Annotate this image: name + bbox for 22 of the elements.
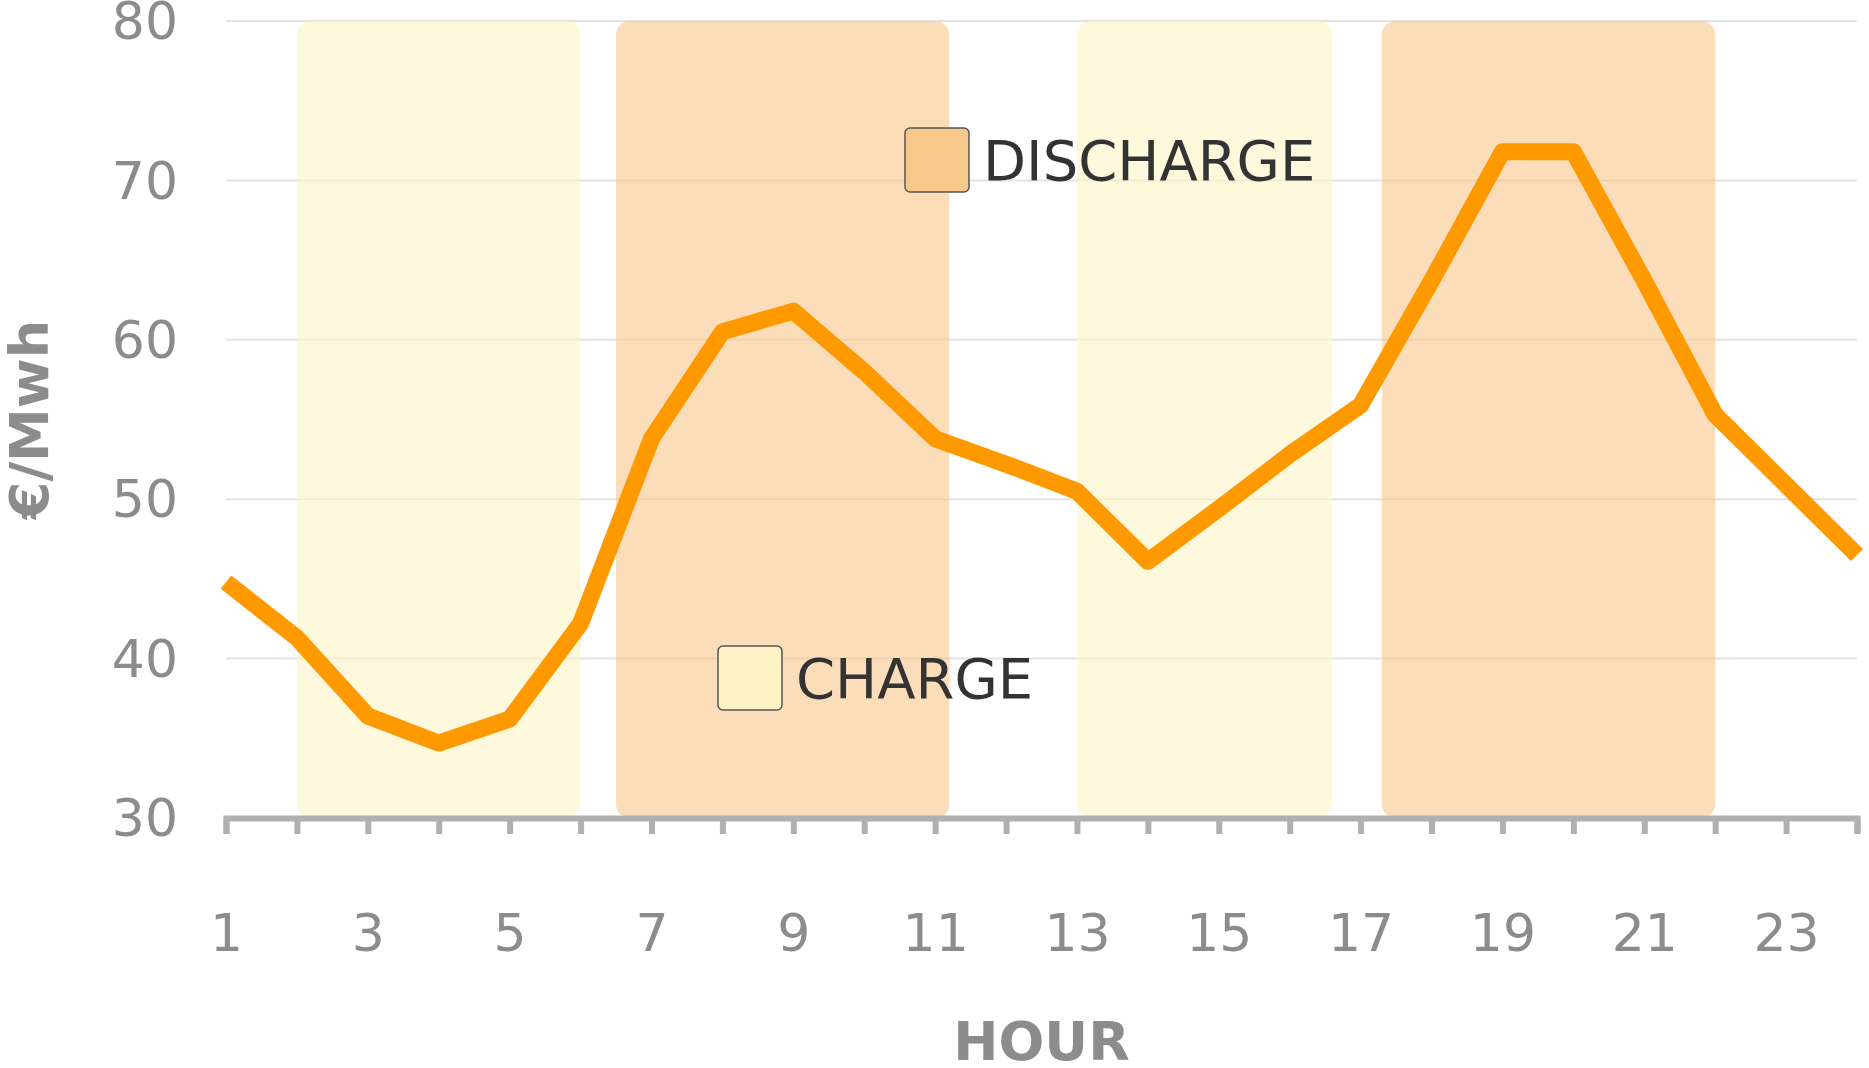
x-tick-label: 5 [493,902,527,963]
x-tick-label: 19 [1469,902,1537,963]
y-tick-label: 60 [111,310,178,370]
x-tick-label: 21 [1611,902,1678,963]
x-tick-label: 23 [1753,902,1820,963]
y-tick-label: 40 [111,628,178,689]
annotation: CHARGE [796,645,1034,711]
x-tick-label: 1 [209,902,244,963]
x-tick-label: 9 [777,902,811,963]
y-tick-label: 30 [111,788,178,849]
x-tick-label: 15 [1186,902,1253,963]
y-tick-label: 70 [111,150,178,211]
x-tick-label: 17 [1328,902,1395,963]
x-tick-label: 11 [902,902,969,963]
x-tick-label: 13 [1044,902,1111,963]
y-tick-label: 50 [111,469,178,530]
x-tick-label: 7 [635,902,669,963]
annotation: DISCHARGE [983,127,1316,193]
x-axis-title: HOUR [953,1010,1130,1068]
y-tick-label: 80 [111,0,178,52]
x-tick-label: 3 [351,902,385,963]
y-axis-title: €/Mwh [0,319,61,522]
